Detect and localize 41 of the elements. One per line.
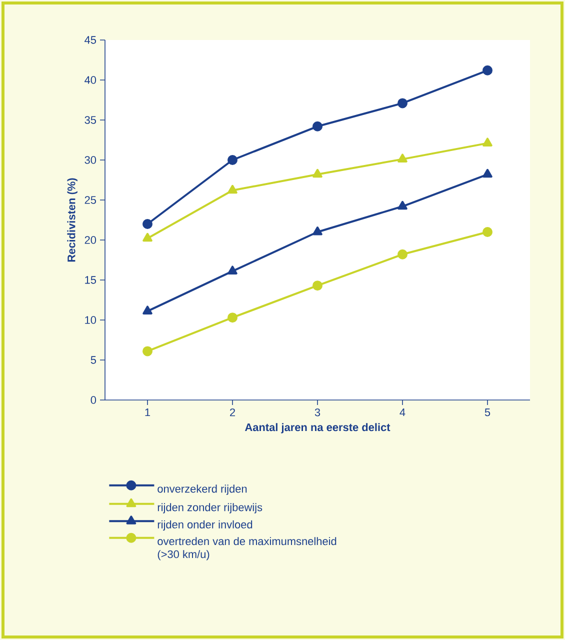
legend-label: rijden onder invloed bbox=[158, 520, 252, 531]
point bbox=[228, 266, 238, 274]
point bbox=[312, 168, 322, 178]
legend-label: onverzekerd rijden bbox=[158, 484, 247, 495]
y-tick-label: 20 bbox=[84, 236, 96, 244]
point bbox=[142, 346, 152, 356]
legend-label: rijden zonder rijbewijs bbox=[158, 503, 262, 514]
x-tick-label: 4 bbox=[400, 408, 406, 416]
point bbox=[482, 65, 492, 76]
y-tick-label: 35 bbox=[84, 116, 96, 124]
x-axis-title: Aantal jaren na eerste delict bbox=[244, 423, 390, 434]
y-tick-label: 0 bbox=[90, 396, 96, 404]
point bbox=[142, 218, 152, 229]
point bbox=[142, 232, 152, 242]
point bbox=[398, 249, 408, 260]
x-tick-label: 5 bbox=[484, 408, 490, 416]
point bbox=[228, 154, 238, 165]
point bbox=[312, 121, 322, 132]
point bbox=[312, 226, 322, 236]
point bbox=[398, 200, 408, 210]
y-tick-label: 25 bbox=[84, 196, 96, 204]
y-tick-label: 45 bbox=[84, 36, 96, 44]
x-tick-label: 2 bbox=[230, 408, 235, 416]
y-tick-label: 40 bbox=[84, 76, 96, 84]
point bbox=[228, 312, 238, 323]
y-tick-label: 30 bbox=[84, 156, 96, 164]
legend-label: overtreden van de maximumsnelheid (>30 km/u) bbox=[158, 537, 336, 560]
x-tick-label: 1 bbox=[145, 408, 150, 416]
point bbox=[482, 138, 492, 146]
point bbox=[398, 154, 408, 162]
y-axis-title: Recidivisten (%) bbox=[67, 178, 78, 262]
point bbox=[398, 98, 408, 108]
point bbox=[482, 168, 492, 178]
y-tick-label: 10 bbox=[85, 316, 96, 324]
point bbox=[312, 280, 322, 291]
y-tick-label: 15 bbox=[85, 276, 96, 284]
point bbox=[228, 184, 238, 194]
point bbox=[482, 226, 492, 237]
point bbox=[142, 306, 152, 314]
y-tick-label: 5 bbox=[90, 356, 96, 364]
x-tick-label: 3 bbox=[314, 408, 320, 416]
